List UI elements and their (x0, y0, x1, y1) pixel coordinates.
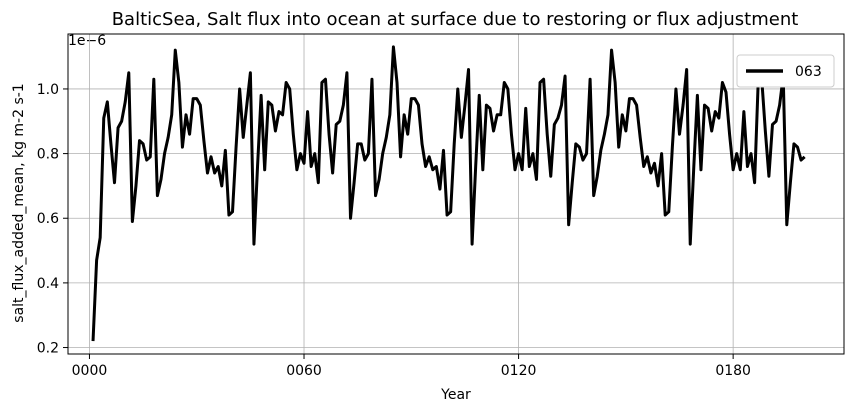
y-axis-label: salt_flux_added_mean, kg m-2 s-1 (11, 83, 27, 322)
chart-title: BalticSea, Salt flux into ocean at surfa… (112, 9, 799, 30)
x-tick-label: 0180 (715, 363, 751, 379)
legend-box (736, 54, 835, 88)
y-tick-label: 0.6 (37, 211, 59, 227)
y-tick-label: 0.4 (37, 276, 59, 292)
x-axis-label: Year (440, 387, 471, 403)
grid (68, 34, 844, 354)
x-axis-ticks: 0000 0060 0120 0180 (72, 354, 751, 379)
y-tick-label: 0.2 (37, 341, 59, 357)
x-tick-label: 0060 (286, 363, 322, 379)
series-line-063 (91, 45, 806, 342)
legend: 063 (736, 54, 835, 88)
x-tick-label: 0120 (501, 363, 537, 379)
plot-frame (67, 33, 845, 355)
series-group (91, 45, 806, 342)
y-axis-offset-label: 1e−6 (68, 33, 106, 49)
y-tick-label: 0.8 (37, 147, 59, 163)
legend-label-063: 063 (795, 64, 822, 80)
y-axis-ticks: 0.2 0.4 0.6 0.8 1.0 (37, 82, 68, 357)
x-tick-label: 0000 (72, 363, 108, 379)
y-tick-label: 1.0 (37, 82, 59, 98)
